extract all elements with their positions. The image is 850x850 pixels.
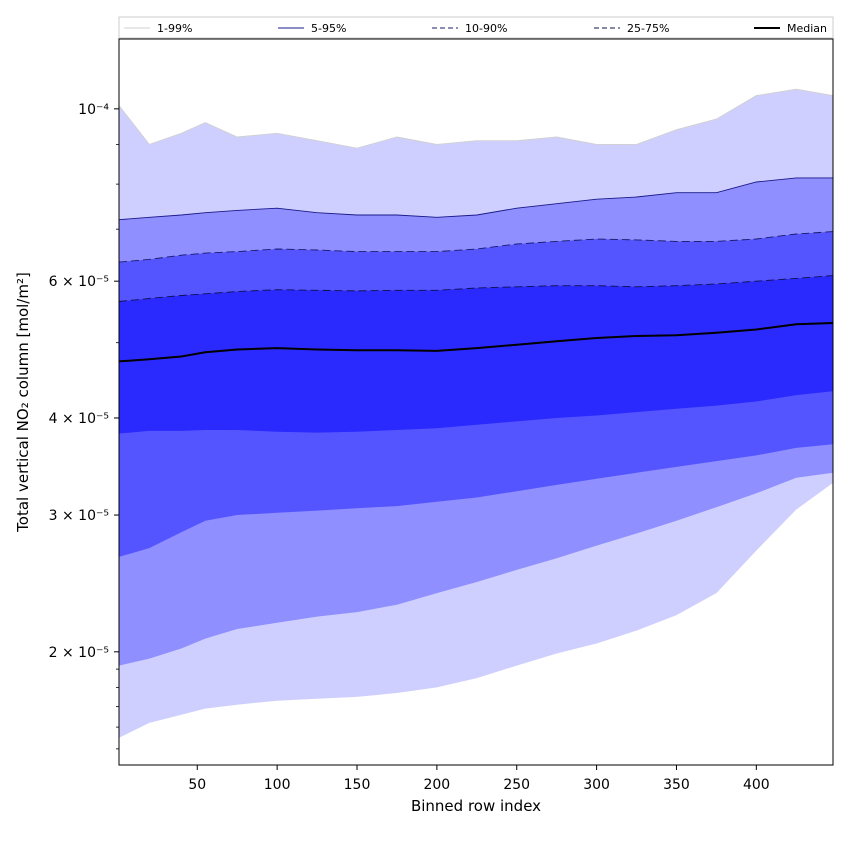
bands-layer xyxy=(119,89,833,738)
y-tick-label: 2 × 10⁻⁵ xyxy=(49,645,109,661)
y-axis-label: Total vertical NO₂ column [mol/m²] xyxy=(14,272,32,533)
legend-label: 25-75% xyxy=(627,22,669,35)
legend-label: Median xyxy=(787,22,827,35)
x-tick-label: 250 xyxy=(503,777,530,793)
x-tick-label: 350 xyxy=(663,777,690,793)
x-tick-label: 300 xyxy=(583,777,610,793)
band-upper-line-25-75 xyxy=(118,275,834,302)
band-upper-line-10-90 xyxy=(118,231,834,263)
legend-label: 10-90% xyxy=(465,22,507,35)
plot-frame xyxy=(118,38,834,766)
y-tick-label: 6 × 10⁻⁵ xyxy=(49,274,109,290)
lines-layer xyxy=(118,88,834,363)
x-tick-label: 100 xyxy=(264,777,291,793)
band-upper-line-5-95 xyxy=(118,177,833,221)
x-axis-label: Binned row index xyxy=(411,797,541,815)
y-tick-label: 10⁻⁴ xyxy=(78,102,109,118)
x-tick-label: 400 xyxy=(743,777,770,793)
x-tick-label: 150 xyxy=(344,777,371,793)
legend-label: 5-95% xyxy=(311,22,346,35)
y-tick-label: 4 × 10⁻⁵ xyxy=(49,411,109,427)
median-line xyxy=(118,322,834,363)
band-25-75 xyxy=(119,275,833,434)
x-tick-label: 200 xyxy=(423,777,450,793)
legend-label: 1-99% xyxy=(157,22,192,35)
x-axis: 50 100 150 200 250 300 350 400 xyxy=(188,765,770,793)
y-tick-label: 3 × 10⁻⁵ xyxy=(49,508,109,524)
legend-box xyxy=(118,16,834,39)
band-upper-line-1-99 xyxy=(118,88,834,149)
legend: 1-99% 5-95% 10-90% 25-75% Median xyxy=(118,16,834,39)
x-tick-label: 50 xyxy=(188,777,206,793)
y-axis: 10⁻⁴ 6 × 10⁻⁵ 4 × 10⁻⁵ 3 × 10⁻⁵ 2 × 10⁻⁵ xyxy=(49,102,119,750)
